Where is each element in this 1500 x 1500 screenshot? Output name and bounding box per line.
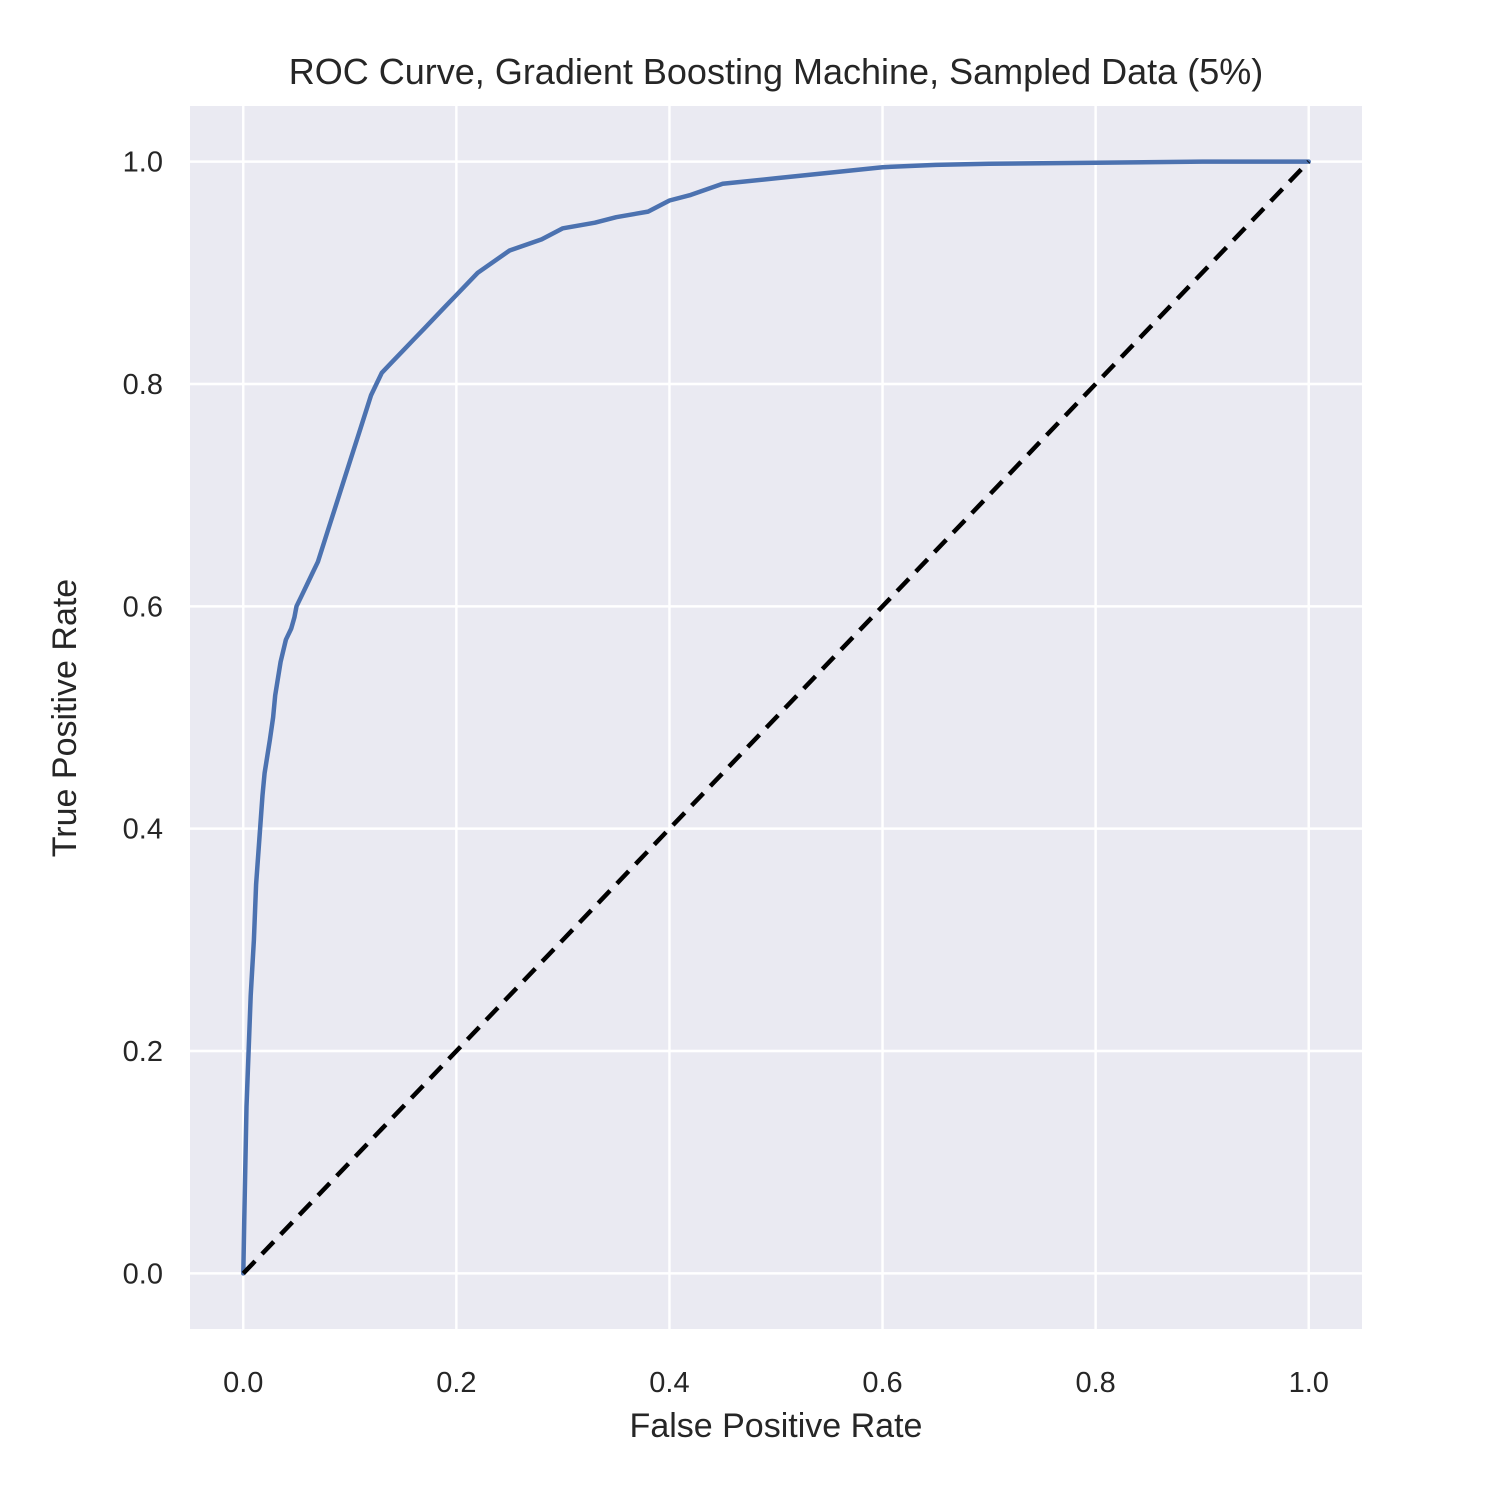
series-layer bbox=[241, 159, 1311, 1276]
x-tick-label: 0.2 bbox=[436, 1367, 476, 1399]
x-tick-label: 0.6 bbox=[862, 1367, 902, 1399]
y-tick-label: 0.4 bbox=[123, 814, 163, 846]
x-axis-label: False Positive Rate bbox=[630, 1407, 923, 1445]
x-tick-label: 0.8 bbox=[1075, 1367, 1115, 1399]
x-tick-label: 0.0 bbox=[223, 1367, 263, 1399]
x-tick-labels: 0.0 0.2 0.4 0.6 0.8 1.0 bbox=[223, 1367, 1329, 1399]
y-tick-label: 0.8 bbox=[123, 369, 163, 401]
x-tick-label: 0.4 bbox=[649, 1367, 689, 1399]
y-axis-label: True Positive Rate bbox=[46, 579, 84, 857]
y-tick-label: 0.2 bbox=[123, 1036, 163, 1068]
chart-title: ROC Curve, Gradient Boosting Machine, Sa… bbox=[289, 51, 1263, 92]
y-tick-labels: 0.0 0.2 0.4 0.6 0.8 1.0 bbox=[123, 147, 163, 1291]
x-tick-label: 1.0 bbox=[1289, 1367, 1329, 1399]
y-tick-label: 0.0 bbox=[123, 1258, 163, 1290]
chance-diagonal-line bbox=[241, 160, 1311, 1275]
y-tick-label: 1.0 bbox=[123, 147, 163, 179]
grid bbox=[190, 106, 1362, 1329]
y-tick-label: 0.6 bbox=[123, 591, 163, 623]
roc-curve-line bbox=[241, 159, 1311, 1276]
